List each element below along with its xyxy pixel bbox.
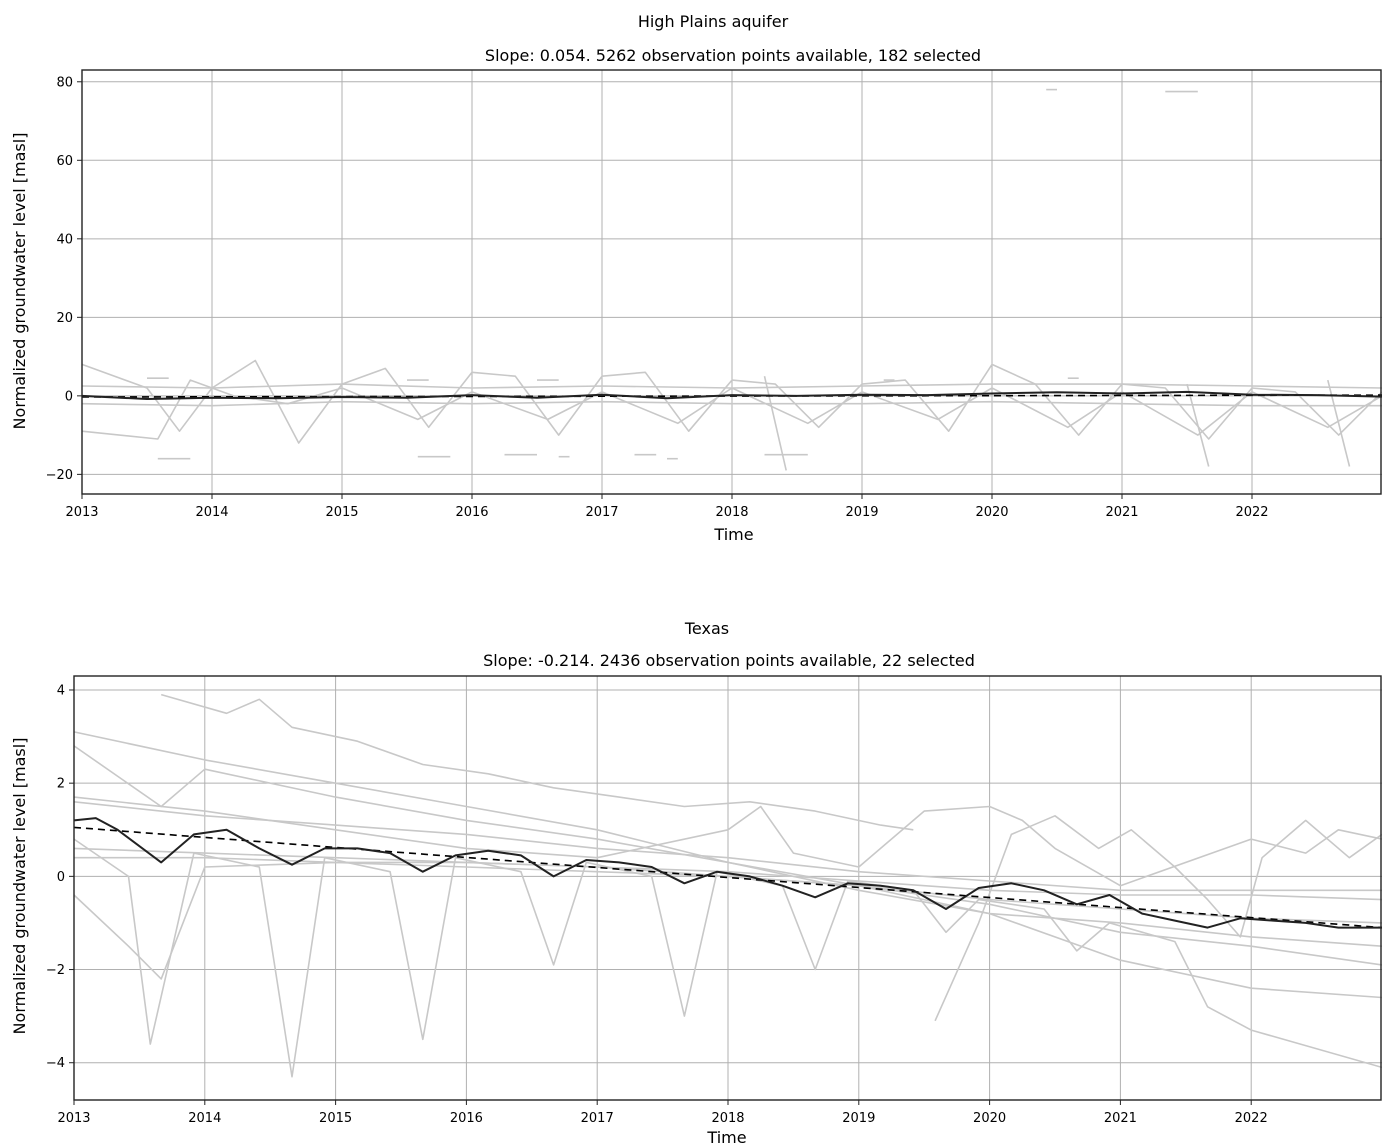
x-axis: 2013 2014 2015 2016 2017 2018 2019 2020 2021 2022 xyxy=(57,1100,1268,1126)
y-tick-label: 60 xyxy=(56,154,73,169)
y-tick-label: 40 xyxy=(56,232,73,247)
y-tick-label: 4 xyxy=(57,683,65,698)
series-line xyxy=(81,383,1382,389)
mean-series-line xyxy=(81,390,1382,400)
chart-title: Texas xyxy=(684,619,729,638)
y-axis: −20 0 20 40 60 80 xyxy=(46,75,82,483)
y-tick-label: −2 xyxy=(46,963,65,978)
x-tick-label: 2013 xyxy=(57,1111,90,1126)
x-tick-label: 2020 xyxy=(973,1111,1006,1126)
chart-subtitle: Slope: 0.054. 5262 observation points av… xyxy=(485,46,981,65)
series-line xyxy=(934,814,1382,1022)
y-tick-label: 20 xyxy=(56,311,73,326)
series-line xyxy=(1327,379,1351,467)
y-tick-label: 80 xyxy=(56,75,73,90)
y-tick-label: −20 xyxy=(46,468,73,483)
trend-line xyxy=(73,826,1382,929)
chart-high-plains: High Plains aquifer Slope: 0.054. 5262 o… xyxy=(10,12,1382,544)
x-tick-label: 2015 xyxy=(325,505,358,520)
y-tick-label: −4 xyxy=(46,1056,65,1071)
y-tick-label: 0 xyxy=(57,870,65,885)
y-tick-label: 0 xyxy=(65,389,73,404)
series-line xyxy=(763,376,787,471)
series-line xyxy=(81,379,1382,440)
x-tick-label: 2013 xyxy=(65,505,98,520)
chart-title: High Plains aquifer xyxy=(638,12,789,31)
x-axis-label: Time xyxy=(706,1128,746,1147)
x-tick-label: 2017 xyxy=(585,505,618,520)
x-tick-label: 2017 xyxy=(581,1111,614,1126)
series-line xyxy=(74,856,1382,901)
mean-series-line xyxy=(73,817,1382,929)
plot-area xyxy=(73,693,1382,1078)
x-tick-label: 2022 xyxy=(1235,505,1268,520)
x-tick-label: 2018 xyxy=(715,505,748,520)
x-tick-label: 2016 xyxy=(455,505,488,520)
x-tick-label: 2018 xyxy=(711,1111,744,1126)
x-tick-label: 2019 xyxy=(845,505,878,520)
x-tick-label: 2021 xyxy=(1104,1111,1137,1126)
x-tick-label: 2014 xyxy=(188,1111,221,1126)
series-line xyxy=(81,359,1382,444)
grid xyxy=(82,70,1382,494)
y-axis-label: Normalized groundwater level [masl] xyxy=(10,738,29,1035)
y-tick-label: 2 xyxy=(57,777,65,792)
x-axis-label: Time xyxy=(713,525,753,544)
series-line xyxy=(73,801,1382,892)
series-line xyxy=(81,400,1382,407)
x-tick-label: 2019 xyxy=(842,1111,875,1126)
y-axis: −4 −2 0 2 4 xyxy=(46,683,74,1071)
plot-area xyxy=(81,88,1382,471)
series-line xyxy=(73,861,1382,980)
series-line xyxy=(1186,383,1210,467)
x-tick-label: 2015 xyxy=(319,1111,352,1126)
chart-subtitle: Slope: -0.214. 2436 observation points a… xyxy=(483,651,975,670)
x-axis: 2013 2014 2015 2016 2017 2018 2019 2020 2021 2022 xyxy=(65,494,1269,520)
x-tick-label: 2021 xyxy=(1105,505,1138,520)
y-axis-label: Normalized groundwater level [masl] xyxy=(10,133,29,430)
series-line xyxy=(160,693,914,831)
x-tick-label: 2022 xyxy=(1235,1111,1268,1126)
x-tick-label: 2014 xyxy=(195,505,228,520)
grid xyxy=(74,676,1382,1100)
series-line xyxy=(73,838,1382,1078)
x-tick-label: 2016 xyxy=(450,1111,483,1126)
chart-texas: Texas Slope: -0.214. 2436 observation po… xyxy=(10,619,1382,1147)
x-tick-label: 2020 xyxy=(975,505,1008,520)
series-line xyxy=(73,745,1382,999)
series-line xyxy=(73,796,1382,887)
